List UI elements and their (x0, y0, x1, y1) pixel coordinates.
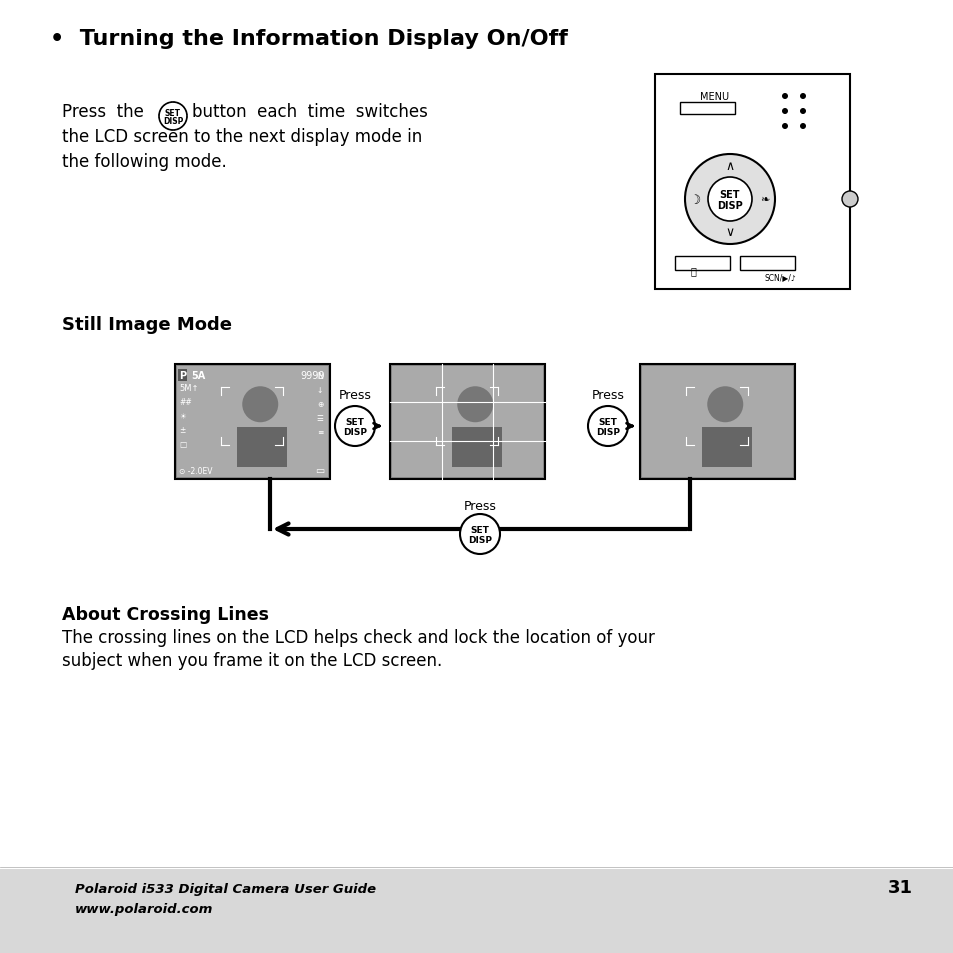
Text: Press: Press (591, 389, 624, 401)
Text: ☰: ☰ (316, 414, 323, 422)
Text: P: P (179, 371, 186, 380)
Text: IN: IN (315, 372, 324, 380)
Bar (701, 428, 751, 468)
Text: SET: SET (345, 418, 364, 427)
Circle shape (781, 109, 787, 115)
Circle shape (459, 515, 499, 555)
Bar (675, 256, 729, 271)
Text: DISP: DISP (468, 536, 492, 545)
Bar (174, 365, 330, 479)
Text: SET: SET (598, 418, 617, 427)
Bar (655, 75, 849, 290)
Text: DISP: DISP (717, 201, 742, 211)
Text: ⊕: ⊕ (316, 399, 323, 409)
Bar (236, 428, 287, 468)
Text: 31: 31 (886, 878, 911, 896)
Bar (639, 365, 794, 479)
Text: www.polaroid.com: www.polaroid.com (75, 902, 213, 915)
Text: SET: SET (470, 526, 489, 535)
Bar (177, 367, 328, 477)
Text: Press: Press (463, 499, 496, 513)
Text: SET: SET (165, 110, 181, 118)
Text: □: □ (179, 439, 186, 449)
Text: Still Image Mode: Still Image Mode (62, 315, 232, 334)
Circle shape (841, 192, 857, 208)
Bar (392, 367, 542, 477)
Bar (0, 869, 953, 953)
Text: ∨: ∨ (724, 226, 734, 239)
Text: the LCD screen to the next display mode in: the LCD screen to the next display mode … (62, 128, 422, 146)
Circle shape (800, 94, 805, 100)
Circle shape (456, 387, 493, 423)
Text: ≡: ≡ (316, 428, 323, 436)
Text: 9999: 9999 (300, 371, 325, 380)
Text: SCN/▶/♪: SCN/▶/♪ (763, 274, 795, 282)
Bar (641, 367, 792, 477)
Circle shape (706, 387, 742, 423)
Text: ±: ± (179, 426, 185, 435)
Text: ##: ## (179, 397, 192, 407)
Circle shape (242, 387, 278, 423)
Text: The crossing lines on the LCD helps check and lock the location of your: The crossing lines on the LCD helps chec… (62, 628, 654, 646)
Text: ∧: ∧ (724, 160, 734, 173)
Circle shape (800, 124, 805, 130)
Circle shape (159, 103, 187, 131)
Bar (390, 365, 544, 479)
Text: MENU: MENU (700, 91, 728, 102)
Text: Press  the: Press the (62, 103, 144, 121)
Text: ☀: ☀ (179, 412, 186, 420)
Circle shape (707, 178, 751, 222)
Circle shape (335, 407, 375, 447)
Text: DISP: DISP (343, 428, 367, 437)
Circle shape (684, 154, 774, 245)
Text: 5A: 5A (191, 371, 205, 380)
Text: DISP: DISP (596, 428, 619, 437)
Text: ⊙ -2.0EV: ⊙ -2.0EV (179, 467, 213, 476)
Bar (452, 428, 501, 468)
Circle shape (800, 109, 805, 115)
Bar (679, 103, 734, 115)
Text: ↓: ↓ (316, 386, 323, 395)
Text: Press: Press (338, 389, 371, 401)
Text: ❧: ❧ (760, 194, 769, 205)
Text: the following mode.: the following mode. (62, 152, 227, 171)
Text: 5M↑: 5M↑ (179, 384, 198, 393)
Text: SET: SET (719, 190, 740, 200)
Text: DISP: DISP (163, 117, 183, 127)
Text: subject when you frame it on the LCD screen.: subject when you frame it on the LCD scr… (62, 651, 442, 669)
Text: About Crossing Lines: About Crossing Lines (62, 605, 269, 623)
Bar (177, 367, 328, 477)
Circle shape (781, 94, 787, 100)
Circle shape (587, 407, 627, 447)
Text: ▭: ▭ (315, 465, 324, 476)
Text: •  Turning the Information Display On/Off: • Turning the Information Display On/Off (50, 29, 567, 49)
Text: ☽: ☽ (689, 193, 700, 206)
Text: Polaroid i533 Digital Camera User Guide: Polaroid i533 Digital Camera User Guide (75, 882, 375, 895)
Bar (740, 256, 794, 271)
Circle shape (781, 124, 787, 130)
Text: 🗑: 🗑 (689, 266, 695, 275)
Text: button  each  time  switches: button each time switches (192, 103, 428, 121)
